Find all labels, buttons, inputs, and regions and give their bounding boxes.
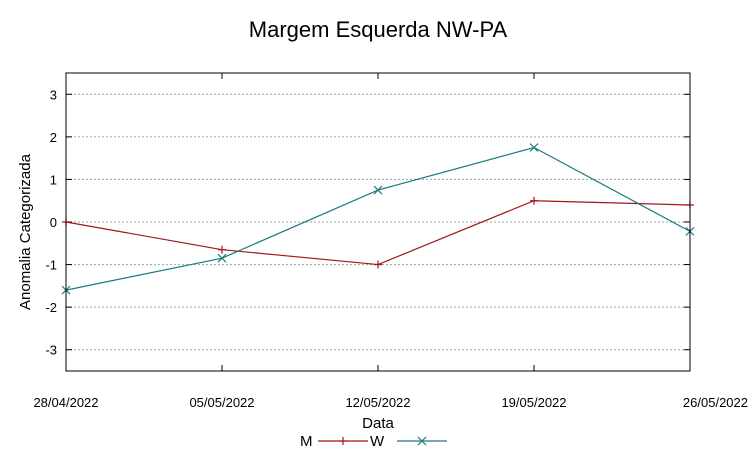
y-tick-label: 1 [50,172,57,187]
data-point-m [218,245,226,254]
data-point-m [374,260,382,269]
data-point-m [530,196,538,205]
x-tick-label: 19/05/2022 [501,395,566,410]
gridlines [66,93,690,351]
x-axis-label: Data [362,415,394,432]
y-tick-label: 3 [50,87,57,102]
x-tick-label: 26/05/2022 [683,395,748,410]
series-line-m [65,200,691,266]
x-tick-label: 12/05/2022 [345,395,410,410]
x-tick-label: 28/04/2022 [33,395,98,410]
series-group [61,143,695,295]
plot-frame [65,72,691,372]
y-tick-label: -3 [45,343,57,358]
legend-marker-w [417,436,427,446]
y-axis-label: Anomalia Categorizada [17,153,34,310]
y-tick-label: -2 [45,300,57,315]
data-point-w [373,185,383,195]
x-tick-label: 05/05/2022 [189,395,254,410]
chart-title: Margem Esquerda NW-PA [249,17,508,42]
series-line-w [65,146,691,291]
legend-marker-m [339,437,347,445]
data-point-w [217,253,227,263]
y-axis-ticks: -3 -2 -1 0 1 2 3 [45,87,690,358]
x-axis-ticks: 28/04/2022 05/05/2022 12/05/2022 19/05/2022… [33,73,748,410]
y-tick-label: -1 [45,258,57,273]
legend-label-w: W [370,433,385,450]
y-tick-label: 0 [50,215,57,230]
data-point-w [529,143,539,152]
y-tick-label: 2 [50,130,57,145]
legend-label-m: M [300,433,313,450]
